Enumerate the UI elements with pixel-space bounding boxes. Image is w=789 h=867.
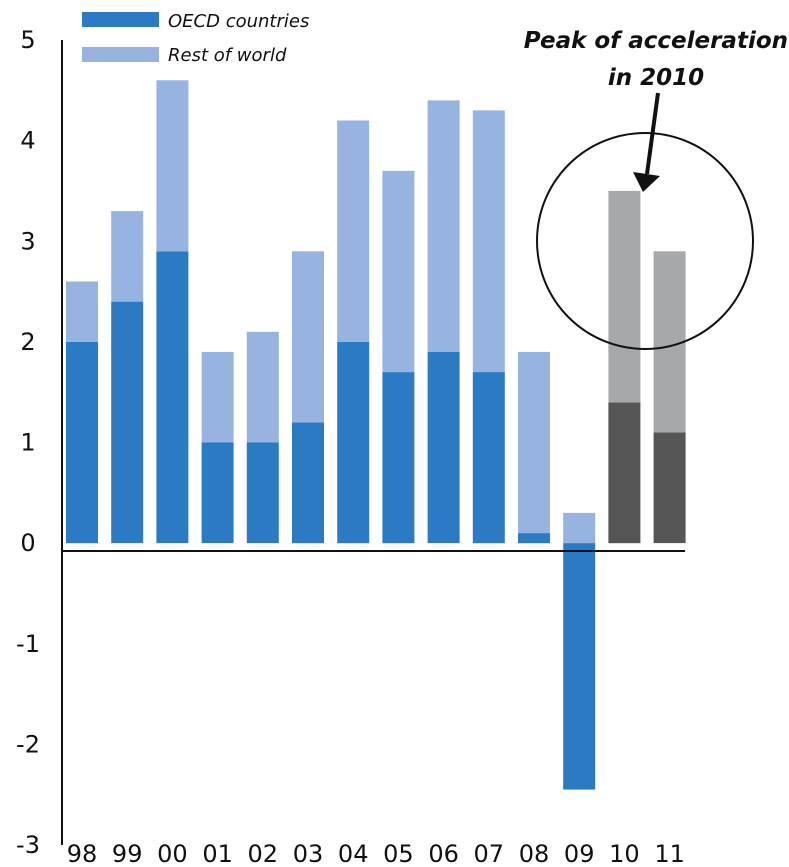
annotation-arrow-shaft	[645, 92, 660, 175]
y-tick-label-0: 0	[20, 529, 35, 557]
x-tick-label-05: 05	[383, 840, 414, 867]
bar-oecd-02	[246, 442, 279, 544]
x-tick-label-99: 99	[112, 840, 143, 867]
legend-label-rest: Rest of world	[168, 45, 287, 66]
bar-oecd-00	[156, 251, 189, 544]
x-tick-label-03: 03	[293, 840, 324, 867]
x-tick-labels: 98 99 00 01 02 03 04 05 06 07 08 09 10 11	[67, 840, 685, 867]
x-tick-label-02: 02	[248, 840, 279, 867]
bar-oecd-03	[292, 422, 324, 544]
bar-rest-00	[156, 80, 189, 252]
y-tick-label-1: 1	[20, 429, 35, 457]
y-tick-label--1: -1	[16, 630, 40, 658]
bar-rest-99	[111, 211, 144, 302]
x-tick-label-06: 06	[428, 840, 459, 867]
x-tick-label-01: 01	[202, 840, 233, 867]
x-tick-label-09: 09	[564, 840, 595, 867]
bar-oecd-05	[382, 372, 415, 544]
annotation-line-2: in 2010	[608, 65, 704, 91]
bar-rest-08	[518, 351, 550, 533]
x-tick-label-04: 04	[338, 840, 369, 867]
x-tick-label-07: 07	[474, 840, 505, 867]
annotation-line-1: Peak of acceleration	[524, 28, 788, 54]
bar-oecd-08	[518, 533, 550, 544]
x-tick-label-98: 98	[67, 840, 98, 867]
y-tick-label-2: 2	[20, 328, 35, 356]
bar-oecd-07	[472, 372, 505, 544]
y-tick-label-3: 3	[20, 227, 35, 255]
legend-swatch-oecd	[82, 12, 159, 27]
y-tick-label-4: 4	[20, 127, 35, 155]
bar-oecd-98	[66, 341, 98, 544]
bar-oecd-04	[337, 341, 370, 544]
x-tick-label-00: 00	[157, 840, 188, 867]
x-tick-label-11: 11	[654, 840, 685, 867]
y-tick-label--3: -3	[16, 831, 40, 859]
bar-rest-02	[246, 331, 279, 443]
bar-rest-11	[653, 251, 686, 433]
bar-oecd-99	[111, 301, 144, 544]
bar-rest-98	[66, 281, 98, 342]
bar-rest-03	[292, 251, 324, 423]
bar-oecd-09	[563, 543, 596, 790]
bar-rest-04	[337, 120, 370, 342]
x-tick-label-10: 10	[609, 840, 640, 867]
y-tick-label-5: 5	[20, 26, 35, 54]
legend-label-oecd: OECD countries	[168, 11, 309, 32]
legend-swatch-rest	[82, 47, 159, 62]
bar-oecd-06	[427, 351, 460, 544]
bars-group	[66, 80, 686, 790]
y-tick-labels: 5 4 3 2 1 0 -1 -2 -3	[16, 26, 40, 859]
bar-rest-10	[608, 190, 641, 403]
bar-rest-07	[472, 110, 505, 373]
bar-oecd-01	[201, 442, 234, 544]
bar-oecd-11	[653, 432, 686, 544]
bar-rest-06	[427, 100, 460, 353]
annotation-group: Peak of acceleration in 2010	[524, 28, 788, 350]
highlight-circle	[536, 132, 754, 350]
bar-rest-09	[563, 512, 596, 544]
bar-rest-01	[201, 351, 234, 443]
annotation-arrowhead	[633, 172, 660, 192]
legend: OECD countries Rest of world	[82, 11, 309, 66]
x-tick-label-08: 08	[519, 840, 550, 867]
axes-group	[61, 40, 685, 845]
bar-oecd-10	[608, 402, 641, 544]
y-tick-label--2: -2	[16, 730, 40, 758]
bar-rest-05	[382, 170, 415, 373]
